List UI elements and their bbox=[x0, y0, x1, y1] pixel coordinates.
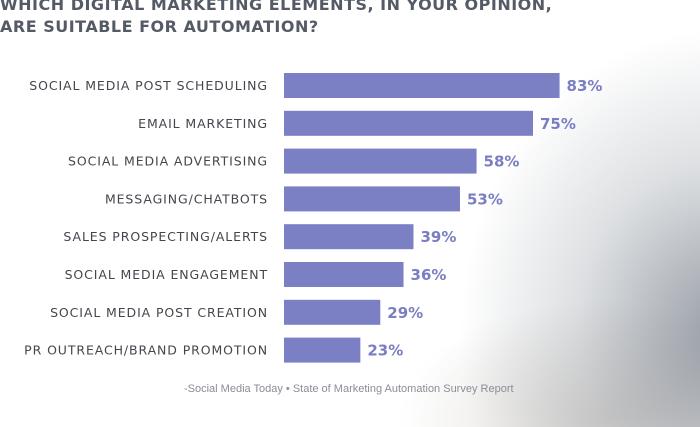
source-note: -Social Media Today • State of Marketing… bbox=[184, 383, 514, 395]
bar bbox=[284, 110, 533, 136]
value-label: 23% bbox=[367, 342, 403, 360]
value-label: 83% bbox=[567, 77, 603, 95]
category-label: SOCIAL MEDIA POST CREATION bbox=[50, 305, 268, 320]
category-label: SOCIAL MEDIA POST SCHEDULING bbox=[29, 78, 268, 93]
category-label: SALES PROSPECTING/ALERTS bbox=[63, 229, 268, 244]
value-label: 53% bbox=[467, 190, 503, 208]
value-label: 39% bbox=[420, 228, 456, 246]
bar bbox=[284, 337, 361, 363]
bar bbox=[284, 224, 414, 250]
bar bbox=[284, 299, 381, 325]
value-label: 36% bbox=[411, 266, 447, 284]
chart-title: WHICH DIGITAL MARKETING ELEMENTS, IN YOU… bbox=[0, 0, 552, 38]
value-label: 75% bbox=[540, 115, 576, 133]
bar bbox=[284, 73, 560, 98]
category-label: MESSAGING/CHATBOTS bbox=[105, 191, 268, 206]
category-label: SOCIAL MEDIA ENGAGEMENT bbox=[65, 267, 268, 282]
value-label: 58% bbox=[484, 153, 520, 171]
bar bbox=[284, 148, 477, 174]
value-label: 29% bbox=[387, 304, 423, 322]
category-label: SOCIAL MEDIA ADVERTISING bbox=[68, 154, 268, 169]
chart-title-line-2: ARE SUITABLE FOR AUTOMATION? bbox=[0, 17, 319, 36]
category-label: PR OUTREACH/BRAND PROMOTION bbox=[24, 343, 268, 358]
category-label: EMAIL MARKETING bbox=[138, 116, 268, 131]
bar bbox=[284, 262, 404, 287]
bar bbox=[284, 186, 460, 212]
chart-title-line-1: WHICH DIGITAL MARKETING ELEMENTS, IN YOU… bbox=[0, 0, 553, 14]
